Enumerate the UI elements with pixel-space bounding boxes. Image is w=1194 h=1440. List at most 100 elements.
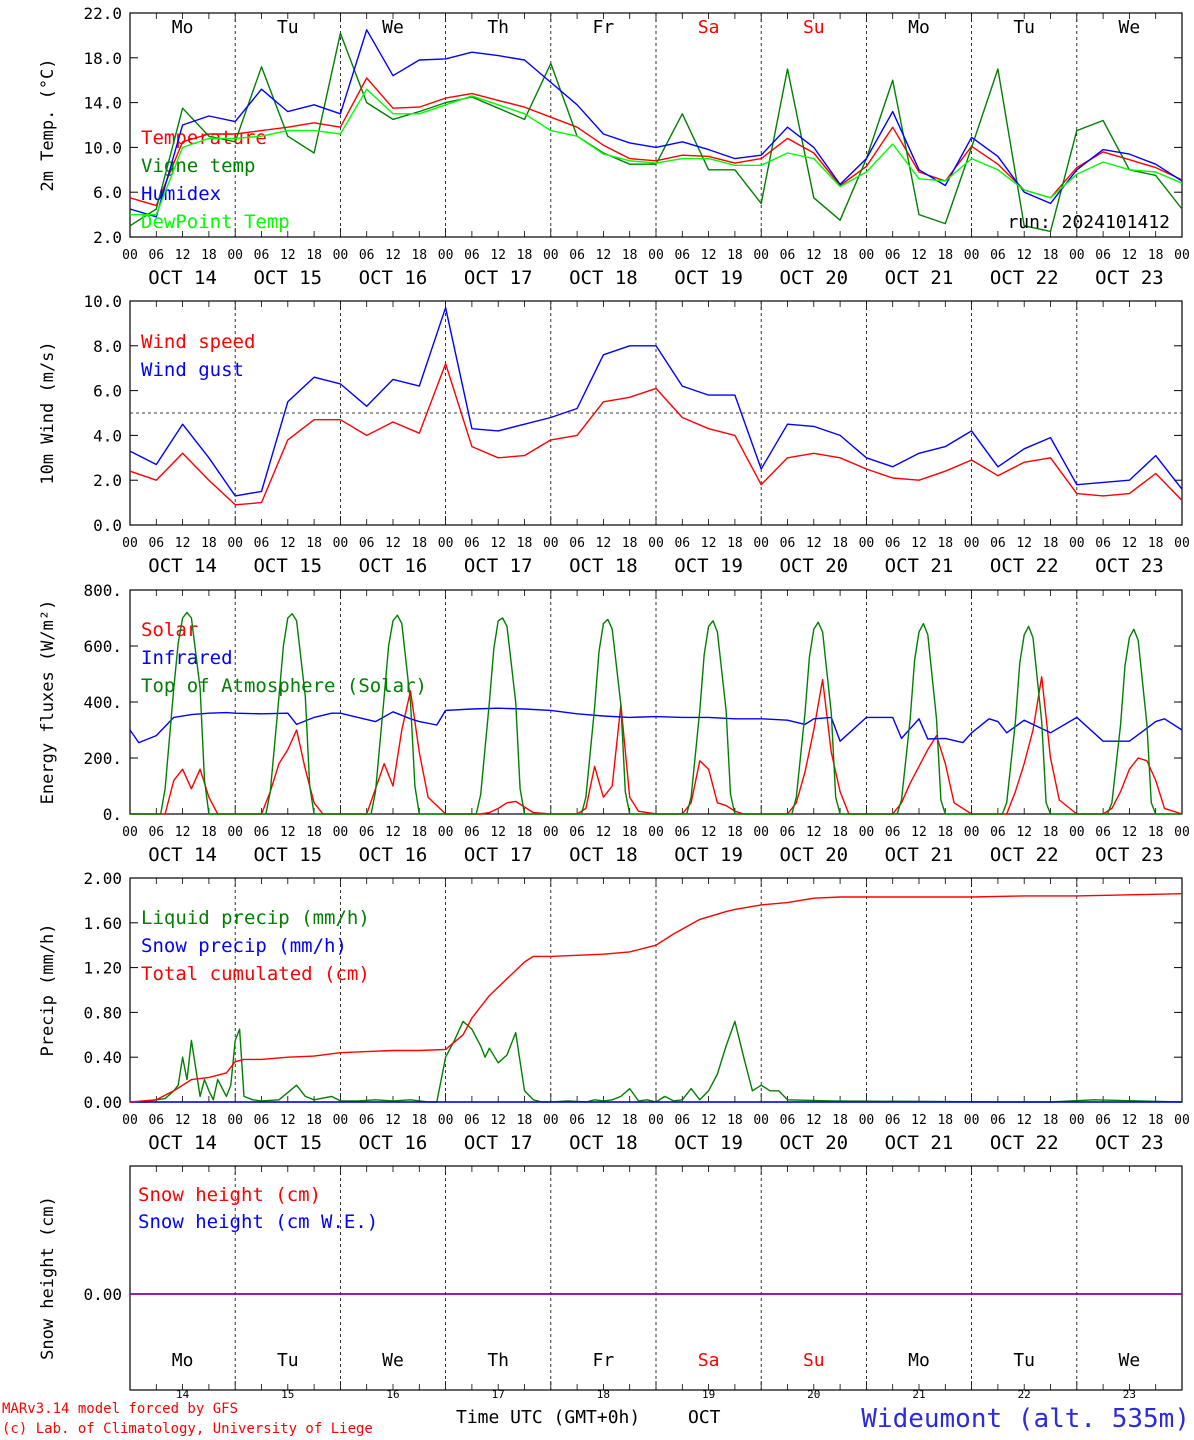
day-number: 16 [386,1388,399,1401]
y-tick-label: 1.60 [83,914,122,933]
hour-label: 00 [648,825,664,840]
y-axis-label: Energy fluxes (W/m²) [38,600,58,805]
hour-label: 00 [122,536,138,551]
date-label: OCT 14 [148,267,217,289]
hour-label: 12 [1122,825,1138,840]
legend-entry: Temperature [141,127,267,149]
hour-label: 18 [306,825,322,840]
hour-label: 06 [569,1113,585,1128]
series-line-1 [129,363,1183,506]
hour-label: 18 [306,1113,322,1128]
hour-label: 12 [490,825,506,840]
hour-label: 12 [701,1113,717,1128]
y-tick-label: 6.0 [93,183,122,202]
weekday-label: Th [487,17,509,38]
hour-label: 18 [937,536,953,551]
weekday-label: Mo [908,1350,930,1371]
hour-label: 18 [937,825,953,840]
series-line-3 [129,893,1183,1103]
hour-label: 12 [1016,536,1032,551]
legend-entry: DewPoint Temp [141,211,290,233]
date-label: OCT 17 [464,1132,533,1154]
hour-label: 00 [543,248,559,263]
hour-label: 00 [543,1113,559,1128]
series-line-1 [129,77,1183,207]
hour-label: 12 [806,1113,822,1128]
hour-label: 06 [780,248,796,263]
date-label: OCT 22 [990,844,1059,866]
legend-entry: Vigne temp [141,155,255,177]
y-tick-label: 2.0 [93,228,122,247]
date-label: OCT 18 [569,844,638,866]
date-label: OCT 19 [674,1132,743,1154]
hour-label: 00 [648,1113,664,1128]
hour-label: 06 [1095,825,1111,840]
hour-label: 06 [464,248,480,263]
y-tick-label: 0.00 [83,1285,122,1304]
hour-label: 18 [727,248,743,263]
hour-label: 06 [148,248,164,263]
date-label: OCT 16 [359,1132,428,1154]
hour-label: 18 [306,536,322,551]
date-label: OCT 22 [990,1132,1059,1154]
hour-label: 18 [937,1113,953,1128]
date-label: OCT 19 [674,555,743,577]
date-label: OCT 15 [253,267,322,289]
hour-label: 18 [411,536,427,551]
y-tick-label: 1.20 [83,959,122,978]
hour-label: 06 [148,1113,164,1128]
date-label: OCT 14 [148,555,217,577]
date-label: OCT 22 [990,555,1059,577]
hour-label: 12 [175,1113,191,1128]
hour-label: 12 [280,248,296,263]
date-label: OCT 18 [569,555,638,577]
weekday-label: Th [487,1350,509,1371]
y-tick-label: 6.0 [93,382,122,401]
hour-label: 18 [1043,1113,1059,1128]
date-label: OCT 23 [1095,555,1164,577]
date-label: OCT 15 [253,844,322,866]
station-label: Wideumont (alt. 535m) [861,1404,1190,1434]
legend-entry: Infrared [141,647,233,669]
date-label: OCT 23 [1095,1132,1164,1154]
legend-entry: Snow precip (mm/h) [141,935,347,957]
y-tick-label: 0.00 [83,1093,122,1112]
y-axis-label: Precip (mm/h) [38,923,58,1056]
hour-label: 06 [1095,248,1111,263]
y-tick-label: 0. [103,805,122,824]
weekday-label: Fr [593,17,615,38]
hour-label: 00 [122,825,138,840]
hour-label: 00 [753,825,769,840]
hour-label: 06 [674,248,690,263]
weekday-label: Mo [908,17,930,38]
hour-label: 00 [1174,1113,1190,1128]
y-tick-label: 18.0 [83,49,122,68]
hour-label: 12 [596,825,612,840]
date-label: OCT 20 [779,844,848,866]
hour-label: 06 [674,825,690,840]
hour-label: 00 [1069,1113,1085,1128]
hour-label: 06 [464,1113,480,1128]
hour-label: 12 [1122,1113,1138,1128]
day-number: 23 [1123,1388,1136,1401]
legend-entry: Snow height (cm W.E.) [138,1211,378,1233]
y-tick-label: 4.0 [93,426,122,445]
date-label: OCT 20 [779,1132,848,1154]
hour-label: 18 [306,248,322,263]
hour-label: 06 [885,536,901,551]
hour-label: 00 [122,1113,138,1128]
y-tick-label: 14.0 [83,94,122,113]
hour-label: 06 [254,536,270,551]
panel-1: 2.0 6.0 10.0 14.0 18.0 22.0 2m Temp. (°C) Tempe… [38,4,1190,289]
panel-2: 0.0 2.0 4.0 6.0 8.0 10.0 10m Wind (m/s) Wind sp… [38,292,1190,577]
hour-label: 00 [333,1113,349,1128]
hour-label: 18 [1043,536,1059,551]
day-number: 21 [912,1388,925,1401]
hour-label: 00 [1174,536,1190,551]
hour-label: 00 [543,536,559,551]
hour-label: 00 [333,248,349,263]
hour-label: 06 [359,536,375,551]
weekday-label: Fr [593,1350,615,1371]
date-label: OCT 23 [1095,267,1164,289]
panel-5: 0.00 Snow height (cm) Snow height (cm) Snow… [38,1165,1183,1401]
